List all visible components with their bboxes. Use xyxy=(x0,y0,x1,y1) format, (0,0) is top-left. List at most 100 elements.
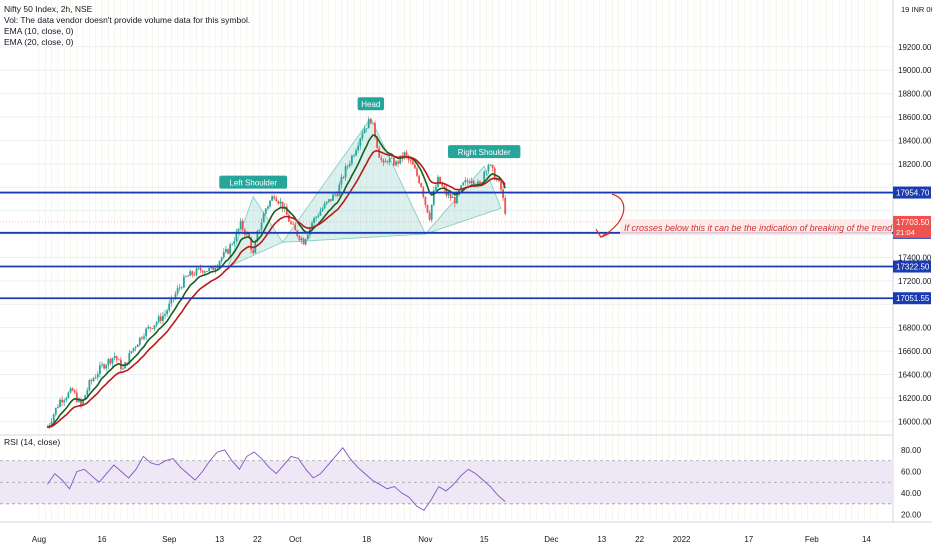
candle-body[interactable] xyxy=(346,166,349,167)
candle-body[interactable] xyxy=(50,421,53,425)
candle-body[interactable] xyxy=(94,377,97,379)
candle-body[interactable] xyxy=(458,190,460,193)
candle-body[interactable] xyxy=(376,136,378,148)
candle-body[interactable] xyxy=(338,184,341,196)
ema10-line[interactable] xyxy=(47,134,506,429)
candle-body[interactable] xyxy=(103,364,105,369)
candle-body[interactable] xyxy=(201,270,204,273)
candle-body[interactable] xyxy=(290,221,292,224)
candle-body[interactable] xyxy=(96,374,99,378)
candle-body[interactable] xyxy=(99,365,101,375)
candle-body[interactable] xyxy=(342,176,345,178)
candle-body[interactable] xyxy=(147,327,150,329)
candle-body[interactable] xyxy=(258,229,261,231)
candle-body[interactable] xyxy=(264,208,267,214)
candle-body[interactable] xyxy=(126,362,129,364)
pattern-segment[interactable] xyxy=(227,195,284,268)
candle-body[interactable] xyxy=(262,213,265,223)
candle-body[interactable] xyxy=(390,157,393,159)
candle-body[interactable] xyxy=(157,316,160,323)
candle-body[interactable] xyxy=(485,171,488,173)
candle-body[interactable] xyxy=(451,196,454,199)
candle-body[interactable] xyxy=(67,392,70,399)
candle-body[interactable] xyxy=(317,215,320,217)
candle-body[interactable] xyxy=(208,268,210,272)
candle-body[interactable] xyxy=(470,180,473,183)
candle-body[interactable] xyxy=(237,228,240,232)
candle-body[interactable] xyxy=(155,322,158,326)
legend-vol[interactable]: Vol: The data vendor doesn't provide vol… xyxy=(4,15,251,25)
candle-body[interactable] xyxy=(348,163,351,167)
pattern-label-box[interactable] xyxy=(357,97,384,111)
candle-body[interactable] xyxy=(143,336,145,339)
candle-body[interactable] xyxy=(504,197,507,214)
candle-body[interactable] xyxy=(288,214,290,222)
candle-body[interactable] xyxy=(378,147,381,158)
candle-body[interactable] xyxy=(57,406,59,408)
candle-body[interactable] xyxy=(487,165,490,172)
candle-body[interactable] xyxy=(313,218,315,223)
candle-body[interactable] xyxy=(239,220,242,229)
candle-body[interactable] xyxy=(300,238,303,241)
candle-body[interactable] xyxy=(199,268,202,271)
candle-body[interactable] xyxy=(63,400,66,403)
candle-body[interactable] xyxy=(382,159,385,163)
candle-body[interactable] xyxy=(113,356,116,358)
candle-body[interactable] xyxy=(344,166,347,178)
candle-body[interactable] xyxy=(134,347,137,349)
candle-body[interactable] xyxy=(52,414,55,422)
candle-body[interactable] xyxy=(319,210,322,216)
candle-body[interactable] xyxy=(86,390,89,396)
candle-body[interactable] xyxy=(231,244,234,245)
candle-body[interactable] xyxy=(149,327,152,329)
candle-body[interactable] xyxy=(107,359,110,366)
candle-body[interactable] xyxy=(424,196,427,205)
candle-body[interactable] xyxy=(502,189,504,198)
candle-body[interactable] xyxy=(374,122,376,137)
candle-body[interactable] xyxy=(122,368,124,370)
candle-body[interactable] xyxy=(495,179,498,181)
candle-body[interactable] xyxy=(176,288,179,294)
candle-body[interactable] xyxy=(59,399,61,407)
candle-body[interactable] xyxy=(174,293,177,299)
candle-body[interactable] xyxy=(54,407,57,415)
candle-body[interactable] xyxy=(498,179,500,182)
candle-body[interactable] xyxy=(416,168,418,176)
candle-body[interactable] xyxy=(212,267,215,270)
candle-body[interactable] xyxy=(285,206,288,215)
candle-body[interactable] xyxy=(311,222,313,228)
candle-body[interactable] xyxy=(128,353,131,364)
candle-body[interactable] xyxy=(233,240,236,245)
candle-body[interactable] xyxy=(388,158,391,163)
pattern-label[interactable]: Right Shoulder xyxy=(458,148,511,157)
legend-ema10[interactable]: EMA (10, close, 0) xyxy=(4,26,74,36)
candle-body[interactable] xyxy=(479,181,481,186)
candle-body[interactable] xyxy=(227,249,229,254)
candle-body[interactable] xyxy=(325,201,328,204)
candle-body[interactable] xyxy=(453,196,456,204)
candle-body[interactable] xyxy=(361,133,364,139)
candle-body[interactable] xyxy=(357,145,360,151)
candle-body[interactable] xyxy=(363,128,366,134)
candle-body[interactable] xyxy=(372,122,374,124)
candle-body[interactable] xyxy=(235,231,238,241)
candle-body[interactable] xyxy=(204,271,206,273)
candle-body[interactable] xyxy=(411,161,414,165)
candle-body[interactable] xyxy=(117,359,120,361)
candle-body[interactable] xyxy=(489,164,492,166)
candle-body[interactable] xyxy=(187,275,189,277)
candle-body[interactable] xyxy=(267,206,269,209)
candle-body[interactable] xyxy=(220,257,223,262)
candle-body[interactable] xyxy=(367,119,370,129)
candle-body[interactable] xyxy=(409,159,412,162)
candle-body[interactable] xyxy=(393,157,395,166)
candle-body[interactable] xyxy=(432,190,435,205)
candle-body[interactable] xyxy=(185,275,187,277)
candle-body[interactable] xyxy=(430,204,433,220)
candle-body[interactable] xyxy=(73,390,76,393)
candle-body[interactable] xyxy=(500,181,502,190)
candle-body[interactable] xyxy=(178,287,181,289)
candle-body[interactable] xyxy=(273,196,276,199)
candle-body[interactable] xyxy=(483,171,486,183)
